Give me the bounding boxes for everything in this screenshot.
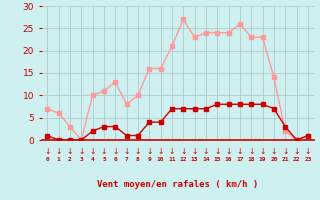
Text: ↓: ↓: [124, 147, 130, 156]
Text: ↓: ↓: [78, 147, 84, 156]
Text: ↓: ↓: [203, 147, 209, 156]
Text: ↓: ↓: [67, 147, 73, 156]
Text: ↓: ↓: [214, 147, 220, 156]
Text: ↓: ↓: [248, 147, 254, 156]
Text: ↓: ↓: [135, 147, 141, 156]
Text: ↓: ↓: [146, 147, 152, 156]
Text: ↓: ↓: [112, 147, 118, 156]
Text: ↓: ↓: [89, 147, 96, 156]
Text: ↓: ↓: [225, 147, 232, 156]
Text: ↓: ↓: [282, 147, 288, 156]
Text: ↓: ↓: [101, 147, 107, 156]
X-axis label: Vent moyen/en rafales ( km/h ): Vent moyen/en rafales ( km/h ): [97, 180, 258, 189]
Text: ↓: ↓: [271, 147, 277, 156]
Text: ↓: ↓: [169, 147, 175, 156]
Text: ↓: ↓: [44, 147, 51, 156]
Text: ↓: ↓: [293, 147, 300, 156]
Text: ↓: ↓: [191, 147, 198, 156]
Text: ↓: ↓: [157, 147, 164, 156]
Text: ↓: ↓: [55, 147, 62, 156]
Text: ↓: ↓: [180, 147, 187, 156]
Text: ↓: ↓: [237, 147, 243, 156]
Text: ↓: ↓: [260, 147, 266, 156]
Text: ↓: ↓: [305, 147, 311, 156]
